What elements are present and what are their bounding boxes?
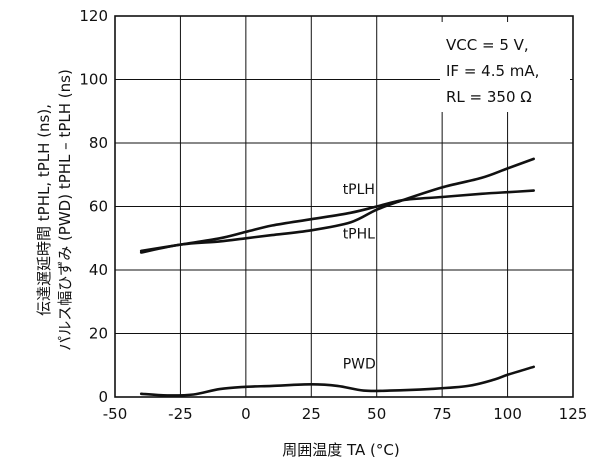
series-line-pwd [139,365,535,397]
series-label-tphl: tPHL [343,226,375,242]
x-tick-label: 50 [367,405,386,423]
y-axis-title-line1: 伝達遅延時間 tPHL, tPLH (ns), [35,104,53,316]
condition-rl: RL = 350 Ω [446,88,532,106]
series-label-pwd: PWD [343,356,376,372]
series-line-tplh [139,189,535,253]
x-tick-label: 100 [493,405,522,423]
x-tick-label: -25 [168,405,193,423]
y-tick-label: 120 [79,7,108,25]
y-axis-title-line2: パルス幅ひずみ (PWD) tPHL – tPLH (ns) [56,69,74,351]
x-tick-labels: -50 -25 0 25 50 75 100 125 [103,405,588,423]
x-tick-label: 0 [241,405,251,423]
x-tick-label: 25 [302,405,321,423]
conditions-background [440,22,570,112]
series-labels: tPLH tPHL PWD [343,182,376,373]
plot-frame [114,15,574,398]
y-tick-label: 80 [89,134,108,152]
y-tick-label: 60 [89,198,108,216]
y-tick-label: 0 [98,388,108,406]
x-tick-label: 75 [433,405,452,423]
condition-vcc: VCC = 5 V, [446,36,529,54]
series-label-tplh: tPLH [343,182,375,198]
x-tick-label: 125 [559,405,588,423]
y-tick-label: 100 [79,71,108,89]
y-tick-label: 20 [89,325,108,343]
y-tick-label: 40 [89,261,108,279]
series-lines [139,157,535,397]
x-tick-label: -50 [103,405,128,423]
series-line-tphl [139,157,535,254]
x-axis-title: 周囲温度 TA (°C) [282,441,399,459]
y-tick-labels: 0 20 40 60 80 100 120 [79,7,108,406]
condition-if: IF = 4.5 mA, [446,62,539,80]
